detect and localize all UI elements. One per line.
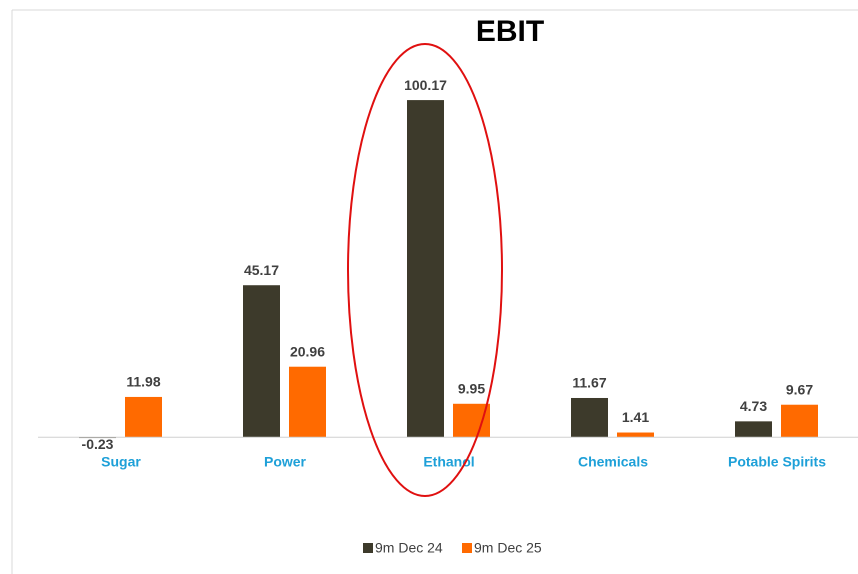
data-label: 11.98 [126,374,160,390]
data-label: 4.73 [740,398,767,414]
bar [617,432,654,438]
data-label: -0.23 [82,436,114,452]
legend-swatch [363,543,373,553]
data-label: 45.17 [244,262,279,278]
data-label: 100.17 [404,77,447,93]
bar [407,100,444,438]
legend-swatch [462,543,472,553]
data-label: 1.41 [622,409,649,425]
x-tick-label: Chemicals [578,454,648,470]
highlight-ellipse [347,43,503,497]
x-tick-label: Potable Spirits [728,454,826,470]
data-label: 20.96 [290,343,325,359]
chart-title: EBIT [476,15,544,48]
x-tick-label: Power [264,454,307,470]
bar [781,404,818,438]
x-tick-label: Ethanol [423,454,474,470]
x-tick-label: Sugar [101,454,141,470]
bar [125,396,162,438]
bar [735,421,772,438]
legend-label: 9m Dec 25 [474,540,542,556]
bar [453,403,490,438]
data-label: 11.67 [572,375,606,391]
data-label: 9.67 [786,381,813,397]
legend: 9m Dec 24 9m Dec 25 [363,540,542,556]
bar [571,397,608,438]
bar [289,366,326,438]
data-label: 9.95 [458,380,485,396]
plot-area: -0.23 45.17 100.17 11.67 4.73 11.98 20.96 9.95 1… [38,77,858,470]
bar [243,285,280,438]
legend-label: 9m Dec 24 [375,540,443,556]
